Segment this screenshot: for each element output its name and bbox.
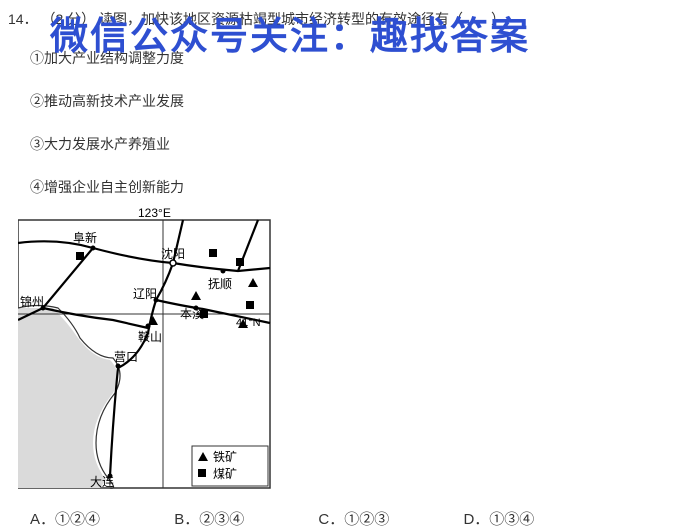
choice-letter: A． — [30, 511, 55, 528]
choice-letter: C． — [318, 511, 344, 528]
choice-b: B．②③④ — [174, 508, 244, 529]
svg-text:大连: 大连 — [90, 474, 114, 489]
choice-c: C．①②③ — [318, 508, 389, 529]
option-3: ③大力发展水产养殖业 — [0, 130, 700, 159]
option-4: ④增强企业自主创新能力 — [0, 173, 700, 202]
legend-coal-label: 煤矿 — [213, 467, 237, 481]
option-1: ①加大产业结构调整力度 — [0, 44, 700, 73]
option-marker: ② — [30, 93, 44, 109]
choice-a: A．①②④ — [30, 508, 100, 529]
svg-text:抚顺: 抚顺 — [208, 277, 232, 291]
map-svg: 123°E 41°N 阜新 沈阳 抚顺 锦州 辽阳 本溪 鞍山 营口 大连 — [18, 208, 272, 490]
question-header: 14． （2 分） 读图，加快该地区资源枯竭型城市经济转型的有效途径有（ ） — [0, 0, 700, 30]
option-marker: ④ — [30, 179, 44, 195]
svg-text:营口: 营口 — [114, 350, 138, 364]
choice-combo: ①②③ — [344, 511, 389, 528]
meridian-label: 123°E — [138, 208, 171, 220]
option-text: 加大产业结构调整力度 — [44, 50, 184, 66]
choice-combo: ①③④ — [489, 511, 534, 528]
svg-text:鞍山: 鞍山 — [138, 329, 162, 344]
choice-combo: ①②④ — [55, 511, 100, 528]
svg-text:辽阳: 辽阳 — [133, 287, 157, 301]
question-number: 14． — [8, 11, 38, 27]
answer-choices: A．①②④ B．②③④ C．①②③ D．①③④ — [0, 490, 700, 529]
option-marker: ① — [30, 50, 44, 66]
option-2: ②推动高新技术产业发展 — [0, 87, 700, 116]
option-marker: ③ — [30, 136, 44, 152]
option-text: 推动高新技术产业发展 — [44, 93, 184, 109]
svg-text:阜新: 阜新 — [73, 230, 97, 245]
option-text: 增强企业自主创新能力 — [44, 179, 184, 195]
svg-text:锦州: 锦州 — [20, 295, 44, 309]
choice-letter: B． — [174, 511, 199, 528]
legend-iron-label: 铁矿 — [213, 450, 237, 464]
choice-combo: ②③④ — [199, 511, 244, 528]
map-container: 123°E 41°N 阜新 沈阳 抚顺 锦州 辽阳 本溪 鞍山 营口 大连 — [0, 202, 700, 490]
question-stem: 读图，加快该地区资源枯竭型城市经济转型的有效途径有（ ） — [99, 11, 505, 27]
svg-text:沈阳: 沈阳 — [161, 246, 185, 261]
question-points: （2 分） — [41, 11, 95, 27]
choice-d: D．①③④ — [463, 508, 534, 529]
choice-letter: D． — [463, 511, 489, 528]
option-text: 大力发展水产养殖业 — [44, 136, 170, 152]
